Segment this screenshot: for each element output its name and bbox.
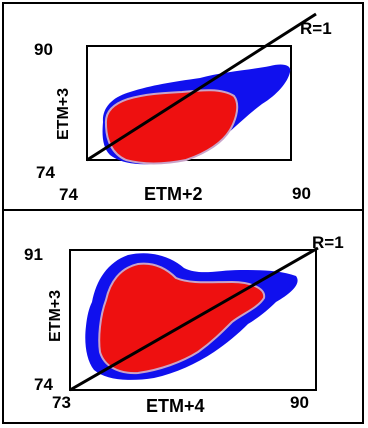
x-tick-top-min: 74 bbox=[59, 185, 78, 204]
y-tick-bottom-max: 91 bbox=[24, 245, 43, 264]
scatter-panel-etm2-etm3: 90 74 74 90 ETM+2 ETM+3 R=1 bbox=[0, 0, 368, 210]
plot-area-top bbox=[86, 45, 292, 161]
y-tick-top-min: 74 bbox=[36, 163, 55, 182]
y-axis-label-bottom: ETM+3 bbox=[47, 290, 64, 342]
density-inner-region-bottom bbox=[98, 262, 266, 375]
panel-divider bbox=[2, 209, 364, 211]
line-label-bottom: R=1 bbox=[312, 233, 344, 252]
density-inner-region-top bbox=[104, 89, 239, 165]
x-tick-bottom-min: 73 bbox=[52, 393, 71, 412]
chart-svg-bottom: 91 74 73 90 ETM+4 ETM+3 R=1 bbox=[24, 233, 344, 416]
line-label-top: R=1 bbox=[300, 19, 332, 38]
plot-area-bottom bbox=[69, 249, 317, 391]
chart-svg-top: 90 74 74 90 ETM+2 ETM+3 R=1 bbox=[34, 12, 332, 204]
x-axis-label-top: ETM+2 bbox=[144, 184, 203, 204]
regression-line-top bbox=[86, 12, 317, 162]
x-tick-bottom-max: 90 bbox=[290, 393, 309, 412]
x-tick-top-max: 90 bbox=[292, 184, 311, 203]
y-axis-label-top: ETM+3 bbox=[55, 88, 72, 140]
x-axis-label-bottom: ETM+4 bbox=[146, 396, 205, 416]
figure-frame bbox=[2, 2, 364, 424]
regression-line-bottom bbox=[69, 246, 319, 392]
y-tick-bottom-min: 74 bbox=[34, 375, 53, 394]
y-tick-top-max: 90 bbox=[34, 40, 53, 59]
scatter-panel-etm4-etm3: 91 74 73 90 ETM+4 ETM+3 R=1 bbox=[0, 210, 368, 428]
